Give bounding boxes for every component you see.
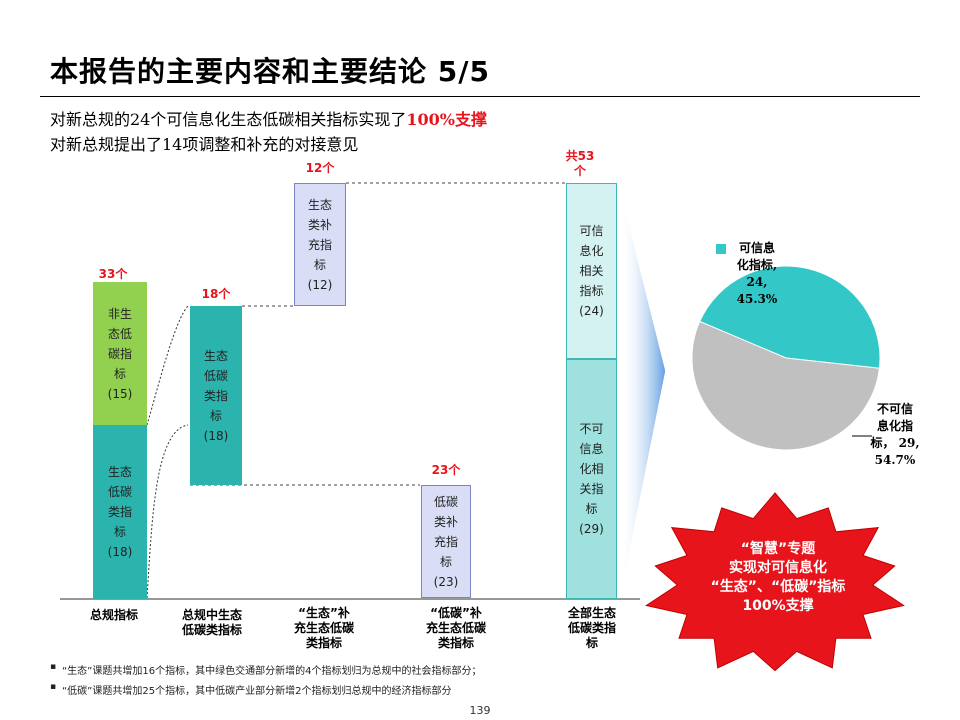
footnote-1: “生态”课题共增加16个指标，其中绿色交通部分新增的4个指标划归为总规中的社会指…	[50, 662, 481, 677]
bar-cannot-info: 不可 信息 化相 关指 标 (29)	[566, 359, 617, 599]
subtitle-line-1: 对新总规的24个可信息化生态低碳相关指标实现了100%支撑	[50, 106, 487, 130]
bar-can-info: 可信 息化 相关 指标 (24)	[566, 183, 617, 359]
bar-non-eco: 非生 态低 碳指 标 (15)	[93, 282, 147, 425]
bar-eco-low: 生态 低碳 类指 标 (18)	[190, 306, 242, 485]
pie-slice-cannot-info	[691, 320, 880, 451]
count-eco-add: 12个	[305, 161, 335, 175]
subtitle-highlight: 100%支撑	[406, 110, 487, 129]
category-label-2: 总规中生态 低碳类指标	[181, 608, 242, 637]
category-label-3: “生态”补 充生态低碳 类指标	[293, 606, 354, 650]
curve-connector-top	[146, 305, 189, 426]
pie-chart	[691, 265, 881, 451]
bar-eco-add: 生态 类补 充指 标 (12)	[294, 183, 346, 306]
bar-low-add: 低碳 类补 充指 标 (23)	[421, 485, 471, 598]
subtitle-line-1-prefix: 对新总规的24个可信息化生态低碳相关指标实现了	[50, 110, 407, 129]
page-title: 本报告的主要内容和主要结论 5/5	[50, 55, 490, 88]
starburst-callout	[645, 492, 905, 672]
pie-label-can-info: 可信息 化指标, 24, 45.3%	[736, 241, 778, 306]
page-number: 139	[469, 704, 491, 717]
legend-swatch-can-info	[716, 244, 726, 254]
bar-eco-total: 生态 低碳 类指 标 (18)	[93, 425, 147, 599]
count-low-add: 23个	[431, 463, 461, 477]
pie-slice-can-info	[699, 265, 881, 369]
pie-label-cannot-info: 不可信 息化指 标， 29, 54.7%	[870, 402, 920, 467]
projection-beam	[620, 190, 665, 598]
count-total: 33个	[98, 267, 128, 281]
subtitle-line-2: 对新总规提出了14项调整和补充的对接意见	[50, 135, 359, 154]
count-all: 共53 个	[565, 149, 595, 178]
footnote-2: “低碳”课题共增加25个指标，其中低碳产业部分新增2个指标划归总规中的经济指标部…	[50, 682, 451, 697]
curve-connector-bottom	[146, 424, 189, 599]
category-label-1: 总规指标	[89, 608, 138, 622]
category-label-4: “低碳”补 充生态低碳 类指标	[425, 606, 486, 650]
count-eco-low: 18个	[201, 287, 231, 301]
category-label-5: 全部生态 低碳类指 标	[567, 606, 616, 650]
starburst-text: “智慧”专题 实现对可信息化 “生态”、“低碳”指标 100%支撑	[710, 541, 846, 614]
title-divider	[40, 96, 920, 97]
